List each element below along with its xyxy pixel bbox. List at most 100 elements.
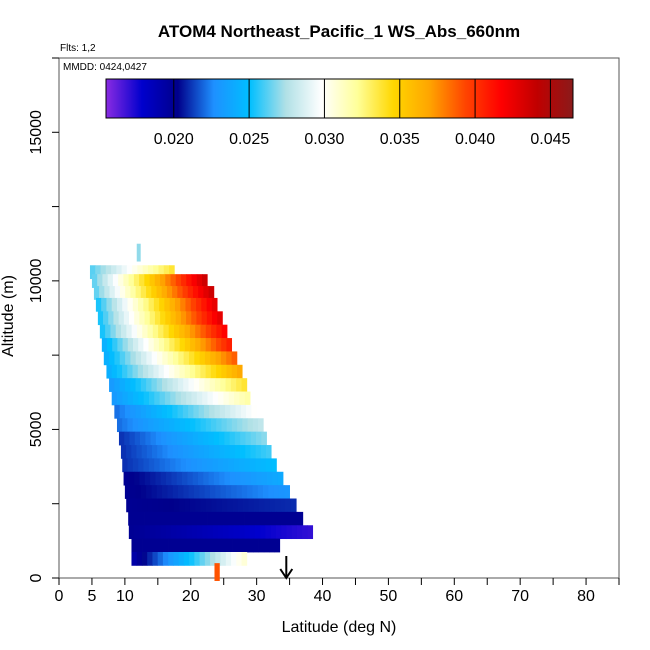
heatmap-cell bbox=[131, 538, 138, 553]
heatmap-cell bbox=[135, 404, 142, 419]
heatmap-cell bbox=[250, 445, 257, 459]
heatmap-cell bbox=[228, 511, 235, 526]
heatmap-cell bbox=[137, 265, 144, 280]
heatmap-cell bbox=[198, 404, 205, 419]
heatmap-cell bbox=[172, 378, 179, 392]
heatmap-cell bbox=[196, 458, 203, 473]
heatmap-cell bbox=[152, 552, 159, 566]
heatmap-cell bbox=[191, 274, 198, 288]
heatmap-cell bbox=[236, 378, 242, 392]
heatmap-cell bbox=[215, 552, 221, 566]
heatmap-cell bbox=[130, 351, 137, 366]
heatmap-cell bbox=[138, 297, 144, 312]
heatmap-cell bbox=[150, 431, 157, 446]
heatmap-cell bbox=[167, 351, 174, 366]
heatmap-cell bbox=[268, 485, 275, 499]
heatmap-cell bbox=[146, 286, 152, 300]
heatmap-cell bbox=[175, 511, 182, 526]
heatmap-cell bbox=[200, 498, 207, 513]
x-tick-label: 70 bbox=[511, 588, 529, 605]
heatmap-cell bbox=[193, 378, 200, 392]
flights-note: Flts: 1,2 bbox=[60, 43, 96, 54]
heatmap-cell bbox=[177, 445, 184, 459]
heatmap-cell bbox=[177, 286, 183, 300]
heatmap-cell bbox=[120, 445, 127, 459]
heatmap-cell bbox=[286, 525, 293, 540]
heatmap-cell bbox=[228, 391, 235, 406]
heatmap-cell bbox=[166, 471, 172, 486]
heatmap-cell bbox=[261, 431, 267, 446]
heatmap-cell bbox=[206, 297, 213, 312]
heatmap-cell bbox=[111, 297, 118, 312]
heatmap-cell bbox=[168, 538, 175, 553]
y-axis: 0 5000 10000 15000 bbox=[28, 57, 59, 582]
heatmap-cell bbox=[183, 378, 189, 392]
heatmap-cell bbox=[208, 286, 215, 300]
heatmap-cell bbox=[296, 525, 303, 540]
heatmap-cell bbox=[124, 431, 130, 446]
heatmap-cell bbox=[97, 274, 103, 288]
marker-arrow-head bbox=[279, 568, 294, 580]
heatmap-cell bbox=[191, 458, 198, 473]
heatmap-cell bbox=[154, 274, 161, 288]
heatmap-cell bbox=[91, 274, 98, 288]
heatmap-cell bbox=[210, 351, 216, 366]
heatmap-cell bbox=[180, 311, 187, 326]
heatmap-cell bbox=[101, 297, 107, 312]
heatmap-cell bbox=[212, 391, 219, 406]
heatmap-cell bbox=[158, 324, 164, 339]
heatmap-cell bbox=[130, 378, 136, 392]
heatmap-cell bbox=[208, 445, 215, 459]
heatmap-cell bbox=[170, 311, 177, 326]
heatmap-cell bbox=[117, 338, 123, 352]
heatmap-cell bbox=[116, 265, 122, 280]
colorbar: 0.020 0.025 0.030 0.035 0.040 0.045 bbox=[105, 78, 574, 148]
heatmap-cell bbox=[190, 297, 197, 312]
heatmap-cell bbox=[200, 364, 207, 379]
heatmap-cell bbox=[169, 265, 175, 280]
heatmap-cell bbox=[119, 378, 126, 392]
heatmap-cell bbox=[153, 364, 160, 379]
heatmap-cell bbox=[190, 418, 196, 433]
heatmap-cell bbox=[168, 498, 175, 513]
heatmap-cell bbox=[205, 418, 212, 433]
heatmap-cell bbox=[162, 445, 168, 459]
heatmap-cell bbox=[269, 498, 276, 513]
heatmap-cell bbox=[239, 511, 245, 526]
heatmap-cell bbox=[148, 391, 155, 406]
heatmap-cell bbox=[116, 418, 123, 433]
heatmap-cell bbox=[218, 391, 224, 406]
heatmap-cell bbox=[159, 511, 166, 526]
heatmap-cell bbox=[175, 391, 182, 406]
heatmap-cell bbox=[143, 418, 149, 433]
heatmap-cell bbox=[192, 471, 199, 486]
heatmap-cell bbox=[226, 351, 232, 366]
heatmap-cell bbox=[193, 404, 200, 419]
heatmap-cell bbox=[122, 364, 128, 379]
heatmap-cell bbox=[142, 538, 148, 553]
heatmap-cell bbox=[127, 338, 134, 352]
heatmap-cell bbox=[173, 351, 179, 366]
heatmap-cell bbox=[245, 471, 252, 486]
heatmap-cell bbox=[144, 525, 151, 540]
heatmap-cell bbox=[99, 286, 105, 300]
heatmap-cell bbox=[127, 458, 134, 473]
heatmap-cell bbox=[144, 274, 150, 288]
heatmap-cell bbox=[132, 458, 139, 473]
heatmap-cell bbox=[158, 418, 165, 433]
heatmap-cell bbox=[163, 418, 170, 433]
heatmap-cell bbox=[239, 525, 245, 540]
heatmap-cell bbox=[165, 311, 171, 326]
heatmap-cell bbox=[254, 525, 261, 540]
heatmap-cell bbox=[157, 445, 163, 459]
heatmap-cell bbox=[145, 431, 151, 446]
heatmap-cell bbox=[139, 311, 145, 326]
heatmap-cell bbox=[211, 297, 218, 312]
heatmap-cell bbox=[123, 274, 130, 288]
heatmap-cell bbox=[178, 552, 185, 566]
heatmap-cell bbox=[245, 445, 251, 459]
heatmap-cell bbox=[159, 458, 166, 473]
heatmap-cell bbox=[205, 538, 212, 553]
heatmap-cell bbox=[167, 485, 174, 499]
